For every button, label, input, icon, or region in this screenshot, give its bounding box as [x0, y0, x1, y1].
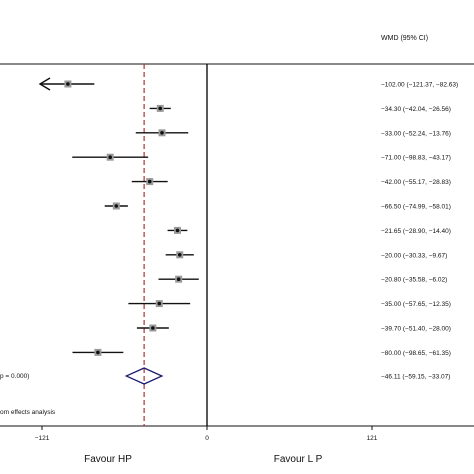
- x-tick-label: 0: [205, 435, 209, 442]
- study-row: −42.00 (−55.17, −28.83): [131, 178, 451, 186]
- estimate-label: −71.00 (−98.83, −43.17): [381, 155, 451, 162]
- estimate-label: −35.00 (−57.65, −12.35): [381, 301, 451, 308]
- column-header: WMD (95% CI): [381, 35, 428, 42]
- point-estimate: [177, 253, 182, 257]
- point-estimate: [160, 131, 164, 135]
- study-row: −34.30 (−42.04, −26.56): [149, 104, 451, 113]
- point-estimate: [175, 228, 180, 233]
- estimate-label: −102.00 (−121.37, −82.63): [381, 82, 458, 89]
- estimate-label: −39.70 (−51.40, −28.00): [381, 326, 451, 333]
- point-estimate: [147, 179, 152, 184]
- study-row: −20.00 (−30.33, −9.67): [165, 251, 447, 259]
- estimate-label: −20.80 (−35.58, −6.02): [381, 277, 447, 284]
- study-row: −21.65 (−28.90, −14.40): [167, 226, 451, 235]
- point-estimate: [151, 326, 155, 330]
- point-estimate: [157, 301, 162, 306]
- point-estimate: [108, 155, 112, 159]
- overall-row: −46.11 (−59.15, −33.07): [124, 367, 450, 385]
- estimate-label: −33.00 (−52.24, −13.76): [381, 130, 451, 137]
- study-row: −33.00 (−52.24, −13.76): [135, 129, 451, 137]
- x-axis-ticks: −121 0 121: [35, 426, 378, 442]
- favour-right-label: Favour L P: [274, 454, 323, 465]
- truncation-arrow: [38, 77, 51, 91]
- estimate-label: −80.00 (−98.65, −61.35): [381, 350, 451, 357]
- estimate-label: −66.50 (−74.99, −58.01): [381, 204, 451, 211]
- study-row: −39.70 (−51.40, −28.00): [136, 324, 451, 333]
- overall-estimate-label: −46.11 (−59.15, −33.07): [381, 374, 450, 381]
- study-row: −66.50 (−74.99, −58.01): [104, 202, 451, 211]
- x-tick-label: −121: [35, 435, 50, 442]
- estimate-label: −34.30 (−42.04, −26.56): [381, 106, 451, 113]
- point-estimate: [176, 277, 181, 282]
- overall-diamond: [124, 367, 164, 385]
- point-estimate: [158, 106, 163, 111]
- estimate-label: −42.00 (−55.17, −28.83): [381, 179, 451, 186]
- study-row: −71.00 (−98.83, −43.17): [72, 153, 451, 162]
- study-row: −35.00 (−57.65, −12.35): [128, 300, 451, 308]
- favour-left-label: Favour HP: [84, 454, 132, 465]
- study-row: −20.80 (−35.58, −6.02): [158, 275, 447, 284]
- point-estimate: [114, 204, 119, 208]
- point-estimate: [96, 350, 100, 355]
- point-estimate: [66, 82, 70, 86]
- estimate-label: −21.65 (−28.90, −14.40): [381, 228, 451, 235]
- heterogeneity-text: p = 0.000): [0, 373, 29, 380]
- estimate-label: −20.00 (−30.33, −9.67): [381, 252, 447, 259]
- study-row: −80.00 (−98.65, −61.35): [72, 348, 451, 357]
- analysis-note: om effects analysis: [0, 409, 56, 416]
- study-row: −102.00 (−121.37, −82.63): [38, 77, 458, 91]
- x-tick-label: 121: [367, 435, 378, 442]
- study-rows: −102.00 (−121.37, −82.63) −34.30 (−42.04,…: [38, 77, 458, 357]
